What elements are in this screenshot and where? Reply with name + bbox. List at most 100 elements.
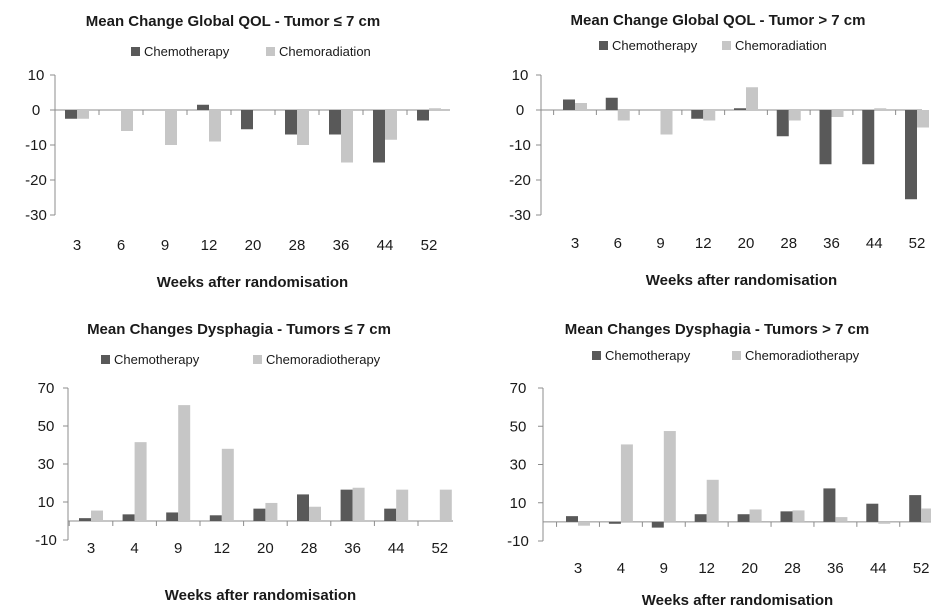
legend-swatch-chemotherapy	[592, 351, 601, 360]
bar-chemotherapy	[197, 105, 209, 110]
y-tick-label: 0	[32, 102, 40, 119]
bar-radiation	[621, 444, 633, 521]
bar-chemotherapy	[609, 522, 621, 524]
bar-radiation	[429, 108, 441, 110]
y-tick-label: -30	[509, 207, 531, 224]
y-tick-label: 30	[38, 456, 55, 473]
x-tick-label: 3	[571, 235, 579, 252]
x-tick-label: 9	[174, 540, 182, 557]
y-tick-label: 10	[512, 67, 529, 84]
chart-panel-qol-large-tumor: Mean Change Global QOL - Tumor > 7 cm Che…	[509, 12, 929, 289]
bar-chemotherapy	[79, 518, 91, 521]
bar-chemotherapy	[166, 512, 178, 521]
x-axis-title: Weeks after randomisation	[642, 592, 833, 609]
y-tick-label: -10	[25, 137, 47, 154]
bar-radiation	[91, 511, 103, 521]
bar-chemotherapy	[123, 514, 135, 521]
chart-panel-dysphagia-small-tumor: Mean Changes Dysphagia - Tumors ≤ 7 cm Ch…	[35, 321, 453, 604]
x-tick-label: 28	[289, 237, 306, 254]
bar-radiation	[917, 110, 929, 128]
x-axis-title: Weeks after randomisation	[165, 587, 356, 604]
bar-chemotherapy	[823, 488, 835, 521]
bar-chemotherapy	[691, 110, 703, 119]
bar-radiation	[396, 490, 408, 521]
bar-chemotherapy	[734, 108, 746, 110]
bar-radiation	[789, 110, 801, 121]
bar-radiation	[121, 110, 133, 131]
bar-chemotherapy	[210, 515, 222, 521]
x-tick-label: 28	[301, 540, 318, 557]
y-tick-label: 70	[510, 380, 527, 397]
bar-radiation	[878, 522, 890, 524]
bar-chemotherapy	[341, 490, 353, 521]
bar-radiation	[341, 110, 353, 163]
chart-title: Mean Change Global QOL - Tumor > 7 cm	[571, 12, 866, 29]
y-tick-label: -20	[25, 172, 47, 189]
x-tick-label: 12	[695, 235, 712, 252]
x-tick-label: 52	[909, 235, 926, 252]
x-tick-label: 44	[866, 235, 883, 252]
x-tick-label: 4	[617, 560, 625, 577]
bar-radiation	[209, 110, 221, 142]
y-tick-label: -10	[35, 532, 57, 549]
bar-chemotherapy	[695, 514, 707, 522]
y-tick-label: 50	[38, 418, 55, 435]
chart-legend: Chemotherapy Chemoradiotherapy	[592, 348, 860, 363]
y-tick-label: 30	[510, 457, 527, 474]
legend-swatch-chemotherapy	[599, 41, 608, 50]
legend-label-radiation: Chemoradiation	[735, 38, 827, 53]
legend-label-radiation: Chemoradiotherapy	[745, 348, 860, 363]
bar-radiation	[874, 108, 886, 110]
bar-chemotherapy	[563, 100, 575, 111]
bar-chemotherapy	[65, 110, 77, 119]
x-tick-label: 3	[73, 237, 81, 254]
legend-label-radiation: Chemoradiotherapy	[266, 352, 381, 367]
bar-radiation	[135, 442, 147, 521]
bar-radiation	[265, 503, 277, 521]
bar-chemotherapy	[781, 511, 793, 522]
x-tick-label: 6	[614, 235, 622, 252]
bar-chemotherapy	[862, 110, 874, 164]
bar-chemotherapy	[566, 516, 578, 522]
x-tick-label: 20	[738, 235, 755, 252]
bar-radiation	[661, 110, 673, 135]
bar-chemotherapy	[909, 495, 921, 522]
bar-chemotherapy	[373, 110, 385, 163]
bar-radiation	[578, 522, 590, 526]
y-tick-label: 10	[28, 67, 45, 84]
legend-swatch-chemotherapy	[101, 355, 110, 364]
legend-label-chemotherapy: Chemotherapy	[605, 348, 691, 363]
bar-chemotherapy	[285, 110, 297, 135]
bar-chemotherapy	[606, 98, 618, 110]
bar-radiation	[222, 449, 234, 521]
bar-radiation	[385, 110, 397, 140]
legend-label-chemotherapy: Chemotherapy	[144, 44, 230, 59]
x-tick-label: 52	[913, 560, 930, 577]
bar-chemotherapy	[820, 110, 832, 164]
bar-radiation	[309, 507, 321, 521]
legend-swatch-radiation	[722, 41, 731, 50]
x-tick-label: 12	[201, 237, 218, 254]
legend-label-chemotherapy: Chemotherapy	[612, 38, 698, 53]
bar-chemotherapy	[866, 504, 878, 522]
bar-radiation	[703, 110, 715, 121]
bar-radiation	[353, 488, 365, 521]
bar-radiation	[793, 510, 805, 521]
legend-swatch-radiation	[266, 47, 275, 56]
bar-chemotherapy	[652, 522, 664, 528]
chart-title: Mean Change Global QOL - Tumor ≤ 7 cm	[86, 13, 380, 30]
bar-radiation	[178, 405, 190, 521]
legend-swatch-radiation	[732, 351, 741, 360]
x-tick-label: 44	[377, 237, 394, 254]
bar-radiation	[440, 490, 452, 521]
bar-radiation	[297, 110, 309, 145]
bar-chemotherapy	[329, 110, 341, 135]
x-tick-label: 28	[784, 560, 801, 577]
chart-legend: Chemotherapy Chemoradiotherapy	[101, 352, 381, 367]
chart-title: Mean Changes Dysphagia - Tumors > 7 cm	[565, 321, 869, 338]
bar-radiation	[165, 110, 177, 145]
legend-label-chemotherapy: Chemotherapy	[114, 352, 200, 367]
legend-swatch-radiation	[253, 355, 262, 364]
bar-radiation	[750, 509, 762, 521]
x-tick-label: 36	[333, 237, 350, 254]
